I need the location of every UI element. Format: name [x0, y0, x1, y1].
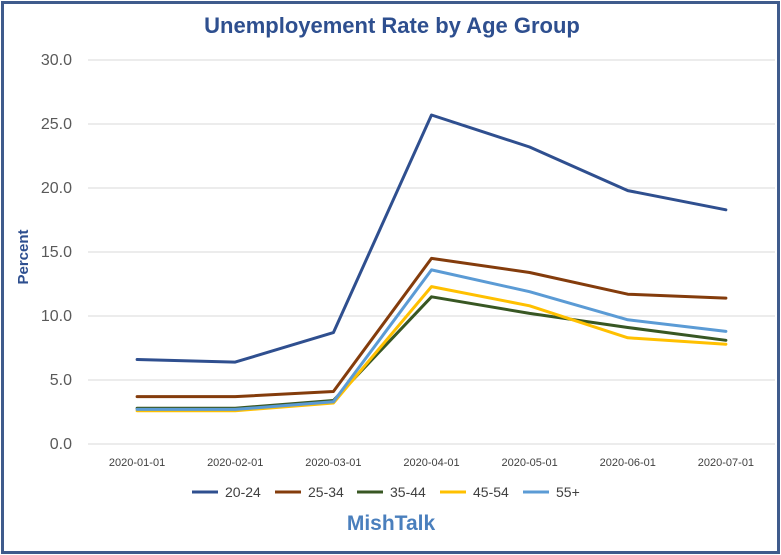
y-axis-ticks: 0.0 5.0 10.0 15.0 20.0 25.0 30.0 [41, 52, 72, 453]
watermark-text: MishTalk [347, 512, 436, 535]
x-tick-label: 2020-02-01 [207, 457, 263, 469]
y-tick-label: 0.0 [50, 436, 72, 453]
x-tick-label: 2020-04-01 [403, 457, 459, 469]
legend-item: 45-54 [440, 484, 509, 500]
gridlines [88, 59, 775, 445]
chart-title: Unemployement Rate by Age Group [204, 13, 580, 38]
legend-label: 20-24 [225, 484, 261, 500]
legend-item: 55+ [523, 484, 580, 500]
y-tick-label: 5.0 [50, 372, 72, 389]
series-line-3544 [135, 295, 728, 410]
y-tick-label: 10.0 [41, 308, 72, 325]
series-line-4554 [135, 285, 728, 413]
x-tick-label: 2020-03-01 [305, 457, 361, 469]
x-tick-label: 2020-06-01 [600, 457, 656, 469]
series-line-2534 [135, 256, 728, 399]
legend-label: 35-44 [390, 484, 426, 500]
legend-item: 35-44 [357, 484, 426, 500]
x-tick-label: 2020-05-01 [502, 457, 558, 469]
y-tick-label: 15.0 [41, 244, 72, 261]
y-tick-label: 30.0 [41, 52, 72, 69]
legend-label: 45-54 [473, 484, 509, 500]
y-axis-label: Percent [15, 229, 32, 284]
series-line-2024 [135, 113, 728, 364]
series-line-55 [135, 268, 728, 411]
x-tick-label: 2020-07-01 [698, 457, 754, 469]
legend-label: 55+ [556, 484, 580, 500]
legend-item: 20-24 [192, 484, 261, 500]
x-tick-label: 2020-01-01 [109, 457, 165, 469]
legend-item: 25-34 [275, 484, 344, 500]
legend-label: 25-34 [308, 484, 344, 500]
series-lines [135, 113, 728, 413]
legend: 20-24 25-34 35-44 45-54 55+ [192, 484, 580, 500]
x-axis-ticks: 2020-01-01 2020-02-01 2020-03-01 2020-04-01… [109, 457, 754, 469]
y-tick-label: 20.0 [41, 180, 72, 197]
y-tick-label: 25.0 [41, 116, 72, 133]
